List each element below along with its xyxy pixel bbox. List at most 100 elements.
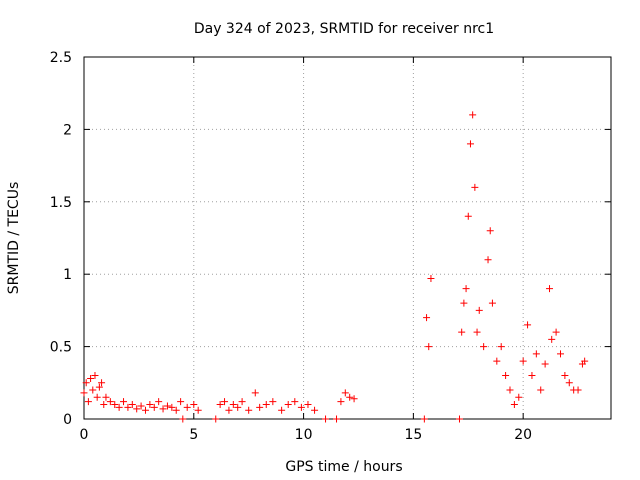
data-point [497,343,505,351]
data-point [473,328,481,336]
grid-lines [84,57,611,419]
data-point [284,401,292,409]
data-point [190,401,198,409]
data-point [420,415,428,423]
data-point [488,299,496,307]
data-point [91,372,99,380]
axis-ticks [83,56,611,420]
data-point [304,401,312,409]
data-point [311,406,319,414]
data-point [262,401,270,409]
data-point [423,314,431,322]
data-point [194,406,202,414]
y-tick-label: 1.5 [50,195,72,211]
data-point [297,403,305,411]
data-point [93,393,101,401]
data-point [350,395,358,403]
data-point [462,285,470,293]
data-point [427,275,435,283]
data-point [581,357,589,365]
data-point [552,328,560,336]
data-point [278,406,286,414]
data-point [532,350,540,358]
x-axis-label: GPS time / hours [285,459,402,475]
data-point [510,401,518,409]
data-point [541,360,549,368]
data-point [141,406,149,414]
x-tick-label: 5 [189,427,198,443]
data-point [515,393,523,401]
data-point [225,406,233,414]
data-point [95,383,103,391]
data-point [163,402,171,410]
data-point [471,183,479,191]
data-point [341,389,349,397]
data-point [216,401,224,409]
data-point [115,403,123,411]
data-point [561,372,569,380]
data-point [291,398,299,406]
y-axis-label: SRMTID / TECUs [6,182,22,295]
data-point [537,386,545,394]
data-point [493,357,501,365]
data-point [168,403,176,411]
data-point [146,401,154,409]
data-point [519,357,527,365]
x-tick-label: 15 [404,427,422,443]
data-point [464,212,472,220]
data-point [84,398,92,406]
data-point [565,379,573,387]
data-point [524,321,532,329]
y-tick-label: 2.5 [50,50,72,66]
data-point [87,374,95,382]
x-tick-label: 0 [80,427,89,443]
data-point [111,401,119,409]
data-point [128,401,136,409]
x-tick-label: 20 [514,427,532,443]
data-point [102,393,110,401]
data-point [322,415,330,423]
data-point [155,398,163,406]
data-point [466,140,474,148]
y-tick-label: 0 [63,412,72,428]
data-point [150,403,158,411]
data-point [458,328,466,336]
data-point [269,398,277,406]
x-tick-label: 10 [295,427,313,443]
data-point [120,398,128,406]
data-point [502,372,510,380]
data-point [229,401,237,409]
data-point [82,379,90,387]
data-point [133,405,141,413]
data-point [480,343,488,351]
data-point [124,403,132,411]
data-point [484,256,492,264]
data-point [137,402,145,410]
data-point [548,335,556,343]
data-point [100,401,108,409]
data-point [221,398,229,406]
data-point [460,299,468,307]
data-point [251,389,259,397]
axis-tick-labels: 0 5 10 15 20 0 0.5 1 1.5 2 2.5 [50,50,532,443]
data-point [238,398,246,406]
data-point [337,398,345,406]
data-point [80,389,88,397]
data-point [475,306,483,314]
data-point [177,398,185,406]
data-point [346,393,354,401]
data-point [455,415,463,423]
y-tick-label: 2 [63,122,72,138]
data-point [179,415,187,423]
data-point [546,285,554,293]
data-point [245,406,253,414]
y-tick-label: 1 [63,267,72,283]
data-point [212,415,220,423]
data-point [469,111,477,119]
data-point [556,350,564,358]
data-point [425,343,433,351]
data-point [159,405,167,413]
data-series [80,111,589,423]
data-point [486,227,494,235]
